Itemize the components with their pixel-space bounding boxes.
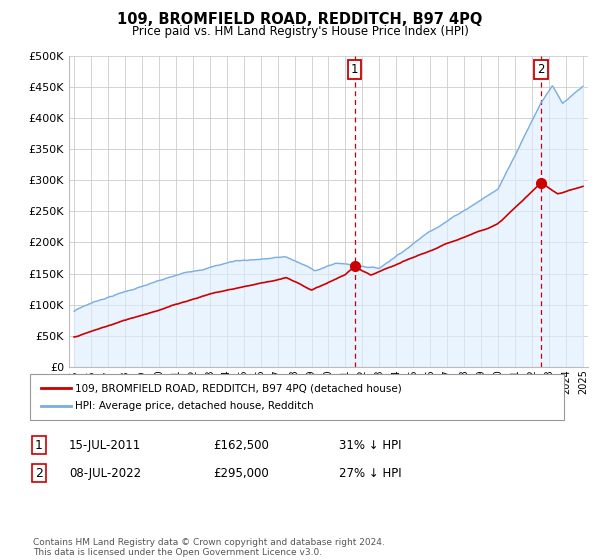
Text: £295,000: £295,000 xyxy=(213,466,269,480)
Text: £162,500: £162,500 xyxy=(213,438,269,452)
Text: Contains HM Land Registry data © Crown copyright and database right 2024.
This d: Contains HM Land Registry data © Crown c… xyxy=(33,538,385,557)
Text: 15-JUL-2011: 15-JUL-2011 xyxy=(69,438,141,452)
Text: Price paid vs. HM Land Registry's House Price Index (HPI): Price paid vs. HM Land Registry's House … xyxy=(131,25,469,38)
Text: 2: 2 xyxy=(538,63,545,76)
Text: 109, BROMFIELD ROAD, REDDITCH, B97 4PQ (detached house): 109, BROMFIELD ROAD, REDDITCH, B97 4PQ (… xyxy=(75,383,402,393)
Text: 109, BROMFIELD ROAD, REDDITCH, B97 4PQ: 109, BROMFIELD ROAD, REDDITCH, B97 4PQ xyxy=(118,12,482,27)
Text: 1: 1 xyxy=(351,63,358,76)
Text: HPI: Average price, detached house, Redditch: HPI: Average price, detached house, Redd… xyxy=(75,401,314,411)
Text: 1: 1 xyxy=(35,438,43,452)
Text: 27% ↓ HPI: 27% ↓ HPI xyxy=(339,466,401,480)
Text: 31% ↓ HPI: 31% ↓ HPI xyxy=(339,438,401,452)
Text: 2: 2 xyxy=(35,466,43,480)
Text: 08-JUL-2022: 08-JUL-2022 xyxy=(69,466,141,480)
